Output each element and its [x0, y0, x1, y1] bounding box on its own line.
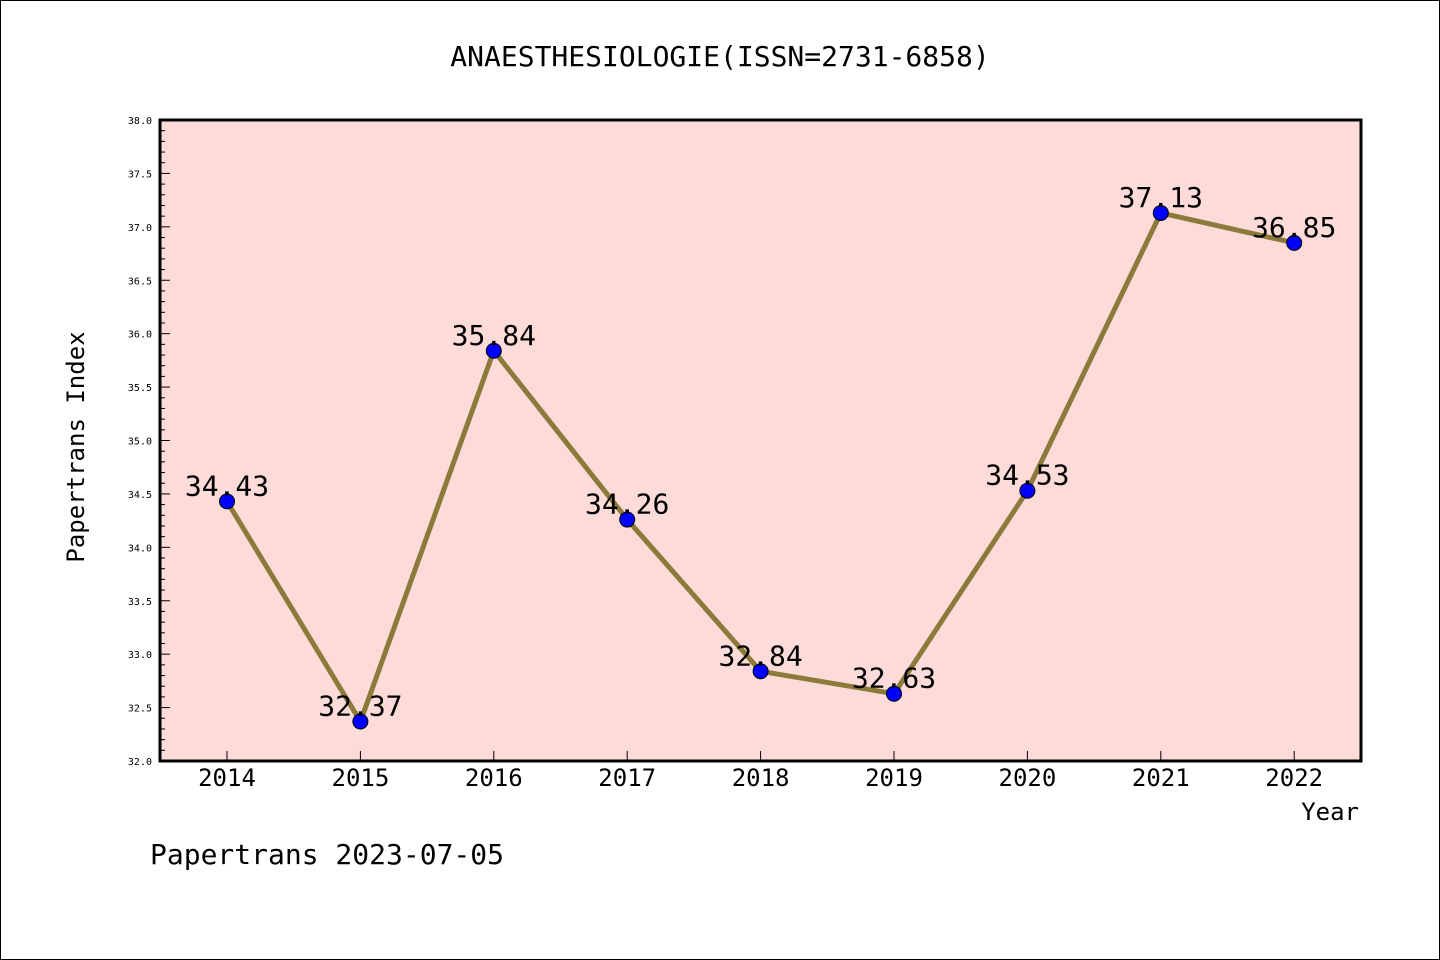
y-axis: 32.0 32.5 33.0 33.5 34.0 34.5 35.0 35.5 36.0 36.5… [128, 116, 170, 768]
data-label: 37.13 [1119, 181, 1203, 214]
data-label: 32.37 [318, 689, 402, 722]
data-point-marker [1286, 234, 1303, 251]
y-tick-label: 37.0 [128, 223, 152, 234]
x-axis: 2014 2015 2016 2017 2018 2019 2020 2021 2022 [198, 751, 1323, 792]
data-label: 34.26 [585, 488, 669, 521]
data-point-marker [352, 713, 369, 730]
data-label: 34.43 [185, 469, 269, 502]
y-tick-label: 35.0 [128, 437, 152, 448]
chart-title: ANAESTHESIOLOGIE(ISSN=2731-6858) [450, 40, 989, 73]
data-point-marker [219, 493, 235, 510]
x-tick-label: 2020 [999, 764, 1057, 792]
x-tick-label: 2021 [1132, 764, 1190, 792]
y-tick-label: 38.0 [128, 116, 152, 127]
y-tick-label: 33.0 [128, 650, 152, 661]
data-point-marker [1152, 204, 1169, 221]
data-label: 36.85 [1252, 211, 1336, 244]
data-label: 32.63 [852, 662, 936, 695]
x-tick-label: 2016 [465, 764, 523, 792]
x-tick-label: 2022 [1265, 764, 1323, 792]
y-tick-label: 36.5 [128, 276, 152, 287]
x-tick-label: 2014 [198, 764, 256, 792]
series-line-group [219, 204, 1303, 730]
y-tick-label: 33.5 [128, 597, 152, 608]
y-tick-label: 36.0 [128, 330, 152, 341]
y-axis-label: Papertrans Index [62, 331, 90, 562]
x-tick-label: 2018 [732, 764, 790, 792]
data-point-marker [886, 685, 902, 702]
y-tick-label: 34.5 [128, 490, 152, 501]
x-axis-label: Year [1301, 798, 1359, 826]
data-label: 34.53 [985, 459, 1069, 492]
data-point-marker [752, 663, 769, 680]
plot-area [158, 118, 1363, 763]
data-point-marker [1019, 482, 1036, 499]
data-label: 35.84 [452, 319, 536, 352]
x-tick-label: 2017 [598, 764, 656, 792]
data-point-marker [485, 342, 502, 359]
x-tick-label: 2019 [865, 764, 923, 792]
y-tick-label: 34.0 [128, 543, 152, 554]
x-tick-label: 2015 [332, 764, 390, 792]
y-tick-label: 37.5 [128, 169, 152, 180]
data-point-marker [619, 511, 636, 528]
data-labels-group: 34.43 32.37 35.84 34.26 32.84 32.63 34.53 37.13… [185, 181, 1336, 723]
y-tick-label: 32.5 [128, 704, 152, 715]
y-tick-label: 35.5 [128, 383, 152, 394]
y-tick-label: 32.0 [128, 757, 152, 768]
footer-text: Papertrans 2023-07-05 [150, 838, 504, 871]
data-label: 32.84 [718, 639, 802, 672]
